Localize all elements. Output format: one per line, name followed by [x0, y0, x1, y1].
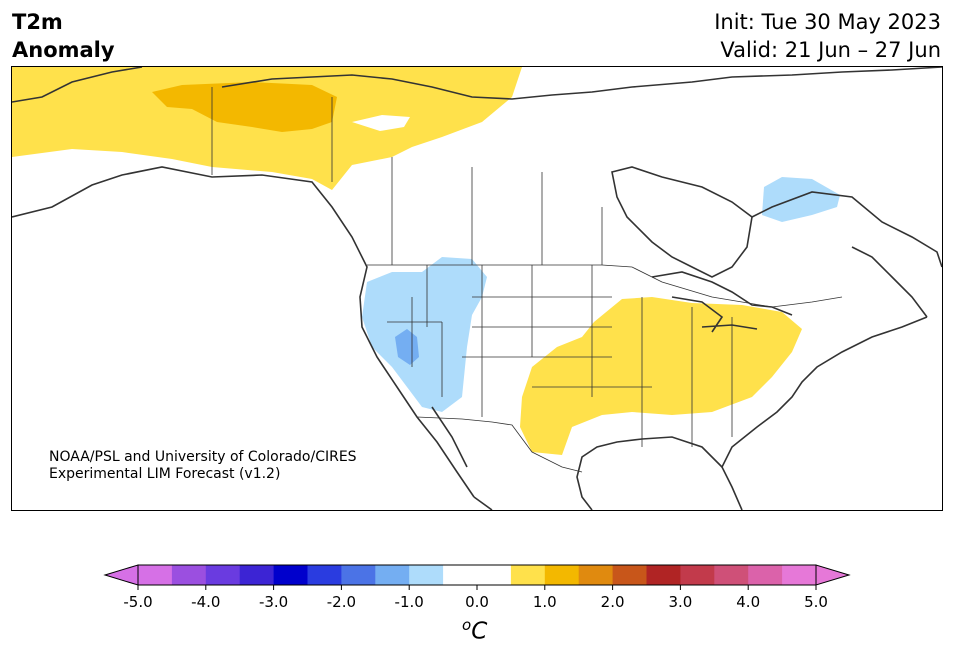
colorbar-tick-label: 5.0 — [804, 593, 828, 611]
colorbar-bin — [273, 565, 308, 585]
colorbar-bin — [443, 565, 478, 585]
us-mexico-border — [416, 416, 583, 473]
colorbar-tick-label: 2.0 — [601, 593, 625, 611]
state-lines — [387, 265, 733, 447]
colorbar-bin — [510, 565, 546, 585]
colorbar: -5.0 -4.0 -3.0 -2.0 -1.0 0.0 1.0 2.0 3.0 4.0 5.0 — [103, 564, 851, 611]
colorbar-unit: oC — [462, 616, 487, 645]
colorbar-bin — [171, 565, 207, 585]
attribution: NOAA/PSL and University of Colorado/CIRE… — [49, 449, 357, 483]
valid-range: Valid: 21 Jun – 27 Jun — [720, 38, 941, 62]
colorbar-under-extend — [103, 564, 139, 586]
cool-anomaly-nevada-core — [395, 329, 419, 365]
colorbar-bin — [341, 565, 376, 585]
ice-gap — [352, 115, 410, 131]
coastlines — [12, 67, 942, 510]
colorbar-bin — [578, 565, 614, 585]
cool-anomaly-west-us — [362, 257, 487, 412]
forecast-dates: Init: Tue 30 May 2023 Valid: 21 Jun – 27… — [714, 8, 941, 64]
attribution-line-1: NOAA/PSL and University of Colorado/CIRE… — [49, 449, 357, 465]
colorbar-bin — [239, 565, 275, 585]
map-panel — [11, 66, 943, 511]
cool-anomaly-hudson — [762, 177, 840, 222]
title-line-1: T2m — [12, 10, 63, 34]
colorbar-tick-label: 3.0 — [668, 593, 692, 611]
hudson-bay-coast — [611, 166, 753, 278]
map-title: T2m Anomaly — [12, 8, 115, 64]
colorbar-bin — [375, 565, 410, 585]
gulf-coast — [576, 436, 723, 510]
colorbar-ticks: -5.0 -4.0 -3.0 -2.0 -1.0 0.0 1.0 2.0 3.0 4.0 5.0 — [123, 585, 828, 611]
colorbar-tick-label: -2.0 — [327, 593, 356, 611]
colorbar-tick-label: -4.0 — [191, 593, 220, 611]
colorbar-tick-label: -1.0 — [395, 593, 424, 611]
unit-letter: C — [471, 618, 488, 645]
anomaly-map — [12, 67, 942, 510]
colorbar-bin — [612, 565, 647, 585]
mexico-coast — [431, 406, 493, 510]
colorbar-bin — [646, 565, 681, 585]
colorbar-tick-label: 0.0 — [465, 593, 489, 611]
colorbar-bin — [714, 565, 749, 585]
attribution-line-2: Experimental LIM Forecast (v1.2) — [49, 466, 281, 482]
colorbar-bin — [409, 565, 444, 585]
unit-degree-sup: o — [462, 616, 472, 634]
anomaly-fields — [12, 67, 840, 455]
colorbar-bin — [680, 565, 715, 585]
colorbar-bin — [138, 565, 173, 585]
init-date: Init: Tue 30 May 2023 — [714, 10, 941, 34]
labrador-coast — [751, 191, 942, 318]
title-line-2: Anomaly — [12, 38, 115, 62]
colorbar-tick-label: -3.0 — [259, 593, 288, 611]
colorbar-bin — [544, 565, 580, 585]
colorbar-over-extend — [815, 564, 851, 586]
colorbar-tick-label: 4.0 — [736, 593, 760, 611]
colorbar-outline — [137, 564, 817, 586]
colorbar-bin — [477, 565, 512, 585]
colorbar-tick-label: -5.0 — [123, 593, 152, 611]
colorbar-bin — [782, 565, 817, 585]
colorbar-bin — [307, 565, 342, 585]
warm-anomaly-eastern-us — [520, 297, 802, 455]
colorbar-tick-label: 1.0 — [533, 593, 557, 611]
province-lines — [211, 87, 603, 265]
colorbar-bins — [138, 565, 817, 585]
colorbar-bin — [205, 565, 241, 585]
arctic-coast — [221, 67, 942, 100]
warm-anomaly-core-north — [152, 82, 337, 132]
colorbar-bin — [748, 565, 783, 585]
